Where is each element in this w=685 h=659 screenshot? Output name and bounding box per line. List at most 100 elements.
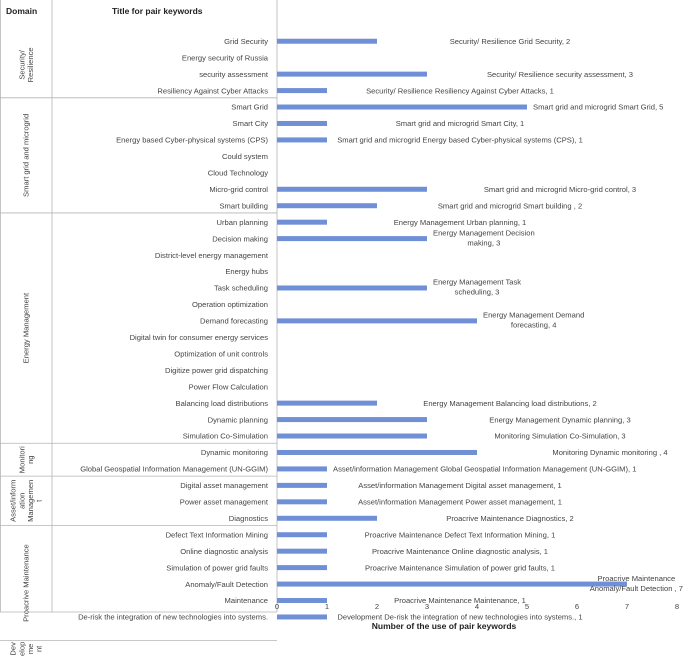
bar — [277, 499, 327, 505]
domain-label: Security/Resilience — [17, 47, 35, 82]
bar — [277, 71, 427, 77]
data-label: Development De-risk the integration of n… — [337, 613, 582, 622]
data-label: Asset/information Management Global Geos… — [333, 465, 636, 474]
data-label-line: Energy Management Task — [433, 278, 521, 287]
x-tick-label: 6 — [575, 602, 579, 611]
chart-frame — [0, 0, 278, 642]
bar — [277, 598, 327, 604]
data-label-line: Proacrive Maintenance — [598, 574, 676, 583]
data-label: Asset/information Management Power asset… — [358, 498, 562, 507]
category-label: Diagnostics — [229, 514, 268, 523]
header-title: Title for pair keywords — [112, 6, 203, 16]
x-tick-label: 1 — [325, 602, 329, 611]
data-label: Proacrive Maintenance Online diagnostic … — [372, 547, 548, 556]
domain-label: Asset/inform ation Managemen t — [9, 480, 44, 522]
bar — [277, 565, 327, 571]
x-tick-label: 0 — [275, 602, 279, 611]
category-label: Power asset management — [180, 498, 269, 507]
category-label: Smart City — [233, 119, 269, 128]
domain-label-line: ation — [17, 493, 26, 509]
category-label: De-risk the integration of new technolog… — [78, 613, 268, 622]
category-label: Energy hubs — [225, 267, 268, 276]
domain-label-line: me — [26, 644, 35, 655]
data-label: Proacrive Maintenance Simulation of powe… — [365, 563, 555, 572]
category-label: Grid Security — [224, 37, 268, 46]
bar — [277, 433, 427, 439]
x-axis-title: Number of the use of pair keywords — [372, 621, 517, 631]
domain-groups: Security/Resilience Smart grid and microg… — [9, 47, 44, 656]
data-label: Monitoring Simulation Co-Simulation, 3 — [494, 432, 625, 441]
header-domain: Domain — [6, 6, 37, 16]
bar — [277, 88, 327, 94]
category-label: Smart Grid — [231, 103, 268, 112]
domain-label-line: Managemen — [26, 480, 35, 522]
data-label: Asset/information Management Digital ass… — [358, 481, 561, 490]
category-label: Global Geospatial Information Management… — [80, 465, 268, 474]
category-label: Resiliency Against Cyber Attacks — [157, 86, 268, 95]
domain-label-line: Security/ — [17, 49, 26, 79]
domain-label-line: ng — [26, 455, 35, 463]
category-label: District-level energy management — [155, 251, 269, 260]
data-label: Monitoring Dynamic monitoring , 4 — [552, 448, 667, 457]
bar — [277, 614, 327, 620]
domain-label: Energy Management — [22, 292, 31, 363]
category-label: Balancing load distributions — [176, 399, 269, 408]
category-label: Smart building — [219, 201, 268, 210]
data-label-line: scheduling, 3 — [455, 288, 500, 297]
domain-label-line: Smart grid and microgrid — [22, 114, 31, 197]
category-label: Decision making — [212, 234, 268, 243]
x-tick-label: 5 — [525, 602, 529, 611]
domain-label-line: t — [35, 499, 44, 502]
bar — [277, 449, 477, 455]
data-label: Proacrive Maintenance Maintenance, 1 — [394, 596, 526, 605]
bar — [277, 137, 327, 143]
category-label: Urban planning — [216, 218, 268, 227]
bar — [277, 38, 377, 44]
domain-label-line: elop — [17, 642, 26, 656]
data-label-line: forecasting, 4 — [511, 321, 557, 330]
category-label: Anomaly/Fault Detection — [185, 580, 268, 589]
category-label: Dynamic monitoring — [201, 448, 268, 457]
domain-label-line: Asset/inform — [9, 480, 18, 522]
bar — [277, 236, 427, 242]
data-label: Energy Management Balancing load distrib… — [423, 399, 597, 408]
bar — [277, 186, 427, 192]
data-label-line: Energy Management Decision — [433, 228, 535, 237]
category-label: Simulation Co-Simulation — [183, 432, 268, 441]
bar — [277, 466, 327, 472]
domain-label: Monitori ng — [17, 446, 35, 473]
data-label-line: Energy Management Demand — [483, 311, 584, 320]
domain-label-line: nt — [35, 645, 44, 652]
data-label: Smart grid and microgrid Smart building … — [438, 201, 582, 210]
category-label: Micro-grid control — [209, 185, 268, 194]
data-label: Security/ Resilience security assessment… — [487, 70, 633, 79]
data-label: Smart grid and microgrid Energy based Cy… — [337, 136, 583, 145]
data-label: Proacrive Maintenance Diagnostics, 2 — [446, 514, 573, 523]
bar — [277, 400, 377, 406]
bar — [277, 285, 427, 291]
category-label: Power Flow Calculation — [189, 382, 268, 391]
category-label: Optimization of unit controls — [174, 349, 268, 358]
category-label: Task scheduling — [214, 284, 268, 293]
bar — [277, 104, 527, 110]
category-label: Maintenance — [225, 596, 268, 605]
bar — [277, 219, 327, 225]
data-label: Smart grid and microgrid Smart Grid, 5 — [533, 103, 663, 112]
x-tick-label: 2 — [375, 602, 379, 611]
category-label: Cloud Technology — [208, 169, 268, 178]
category-label: Energy security of Russia — [182, 53, 269, 62]
data-label: Security/ Resilience Grid Security, 2 — [450, 37, 571, 46]
category-label: Online diagnostic analysis — [180, 547, 268, 556]
category-label: Operation optimization — [192, 300, 268, 309]
data-label-line: Anomaly/Fault Detection , 7 — [590, 584, 683, 593]
data-label: Security/ Resilience Resiliency Against … — [366, 86, 554, 95]
bar — [277, 417, 427, 423]
data-label: Proacrive Maintenance Defect Text Inform… — [365, 530, 556, 539]
category-label: Digitize power grid dispatching — [165, 366, 268, 375]
category-label: Simulation of power grid faults — [166, 563, 268, 572]
x-tick-label: 7 — [625, 602, 629, 611]
